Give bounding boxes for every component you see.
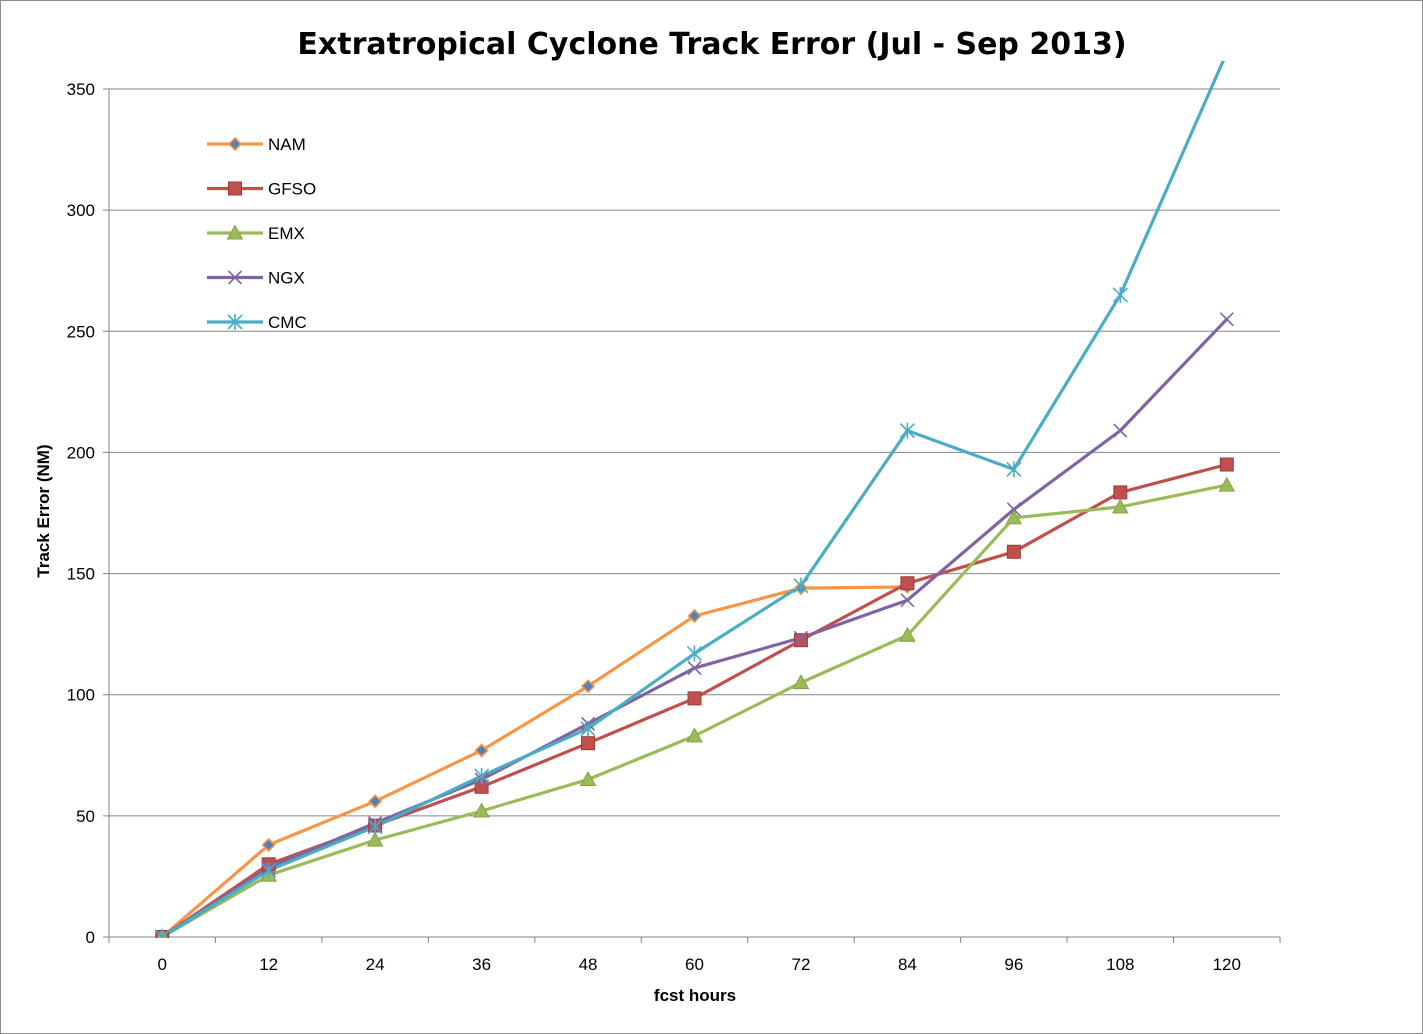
legend-marker	[228, 181, 242, 196]
y-tick-label: 200	[67, 443, 95, 462]
series-markers-gfso	[155, 457, 1234, 938]
point-ngx	[1113, 423, 1128, 438]
point-gfso	[900, 576, 915, 591]
y-tick-label: 0	[86, 928, 95, 947]
legend-item-gfso: GFSO	[207, 180, 316, 199]
point-gfso	[1113, 485, 1128, 500]
axes	[103, 88, 1281, 943]
x-tick-label: 36	[472, 955, 491, 974]
point-cmc	[1220, 45, 1234, 61]
series-markers	[154, 45, 1236, 938]
point-nam	[474, 743, 489, 758]
legend-label: NGX	[268, 269, 305, 288]
legend-marker	[227, 314, 243, 330]
legend-marker	[227, 136, 243, 152]
x-tick-label: 108	[1106, 955, 1134, 974]
point-ngx	[1219, 312, 1234, 327]
series-line-ngx	[160, 317, 1229, 938]
legend-item-emx: EMX	[207, 224, 305, 243]
point-gfso	[1006, 544, 1021, 559]
series-line-nam	[160, 585, 910, 938]
x-tick-labels: 0 12 24 36 48 60 72 84 96 108 120	[157, 955, 1240, 974]
legend-item-cmc: CMC	[207, 313, 307, 332]
point-emx	[1111, 498, 1129, 514]
legend-label: GFSO	[268, 180, 316, 199]
series-markers-emx	[156, 476, 1236, 938]
y-tick-labels: 0 50 100 150 200 250 300 350	[67, 80, 95, 947]
point-nam	[687, 608, 702, 624]
legend-label: EMX	[268, 224, 305, 243]
point-ngx	[900, 593, 915, 608]
series-line-emx	[160, 483, 1229, 938]
legend-item-ngx: NGX	[207, 269, 305, 288]
point-ngx	[793, 630, 809, 645]
point-gfso	[581, 736, 596, 751]
y-tick-label: 150	[67, 565, 95, 584]
point-cmc	[474, 767, 490, 784]
point-emx	[366, 831, 384, 847]
point-emx	[686, 727, 703, 743]
x-tick-label: 96	[1004, 955, 1023, 974]
x-tick-label: 12	[259, 955, 278, 974]
series-line-cmc	[160, 61, 1225, 938]
legend: NAM GFSO EMX NGX CMC	[207, 135, 316, 332]
point-nam	[580, 679, 596, 694]
point-cmc	[580, 720, 596, 737]
series-markers-cmc	[154, 45, 1234, 938]
point-nam	[261, 837, 276, 853]
grid-lines	[109, 88, 1280, 817]
point-emx	[1218, 476, 1236, 492]
y-tick-label: 350	[67, 80, 95, 99]
point-emx	[899, 626, 916, 642]
point-nam	[368, 794, 383, 809]
point-gfso	[1219, 457, 1234, 472]
point-cmc	[1006, 461, 1022, 478]
x-tick-label: 120	[1213, 955, 1241, 974]
point-emx	[579, 770, 597, 787]
point-cmc	[1112, 286, 1128, 303]
x-tick-label: 84	[898, 955, 917, 974]
legend-label: NAM	[268, 135, 306, 154]
point-emx	[792, 674, 810, 690]
point-gfso	[687, 691, 702, 706]
legend-marker	[227, 270, 243, 285]
chart-title: Extratropical Cyclone Track Error (Jul -…	[297, 27, 1126, 62]
x-tick-label: 24	[366, 955, 385, 974]
point-cmc	[367, 818, 383, 835]
x-tick-label: 48	[579, 955, 598, 974]
point-cmc	[686, 645, 703, 662]
point-cmc	[154, 929, 170, 938]
point-emx	[1005, 509, 1023, 525]
y-tick-label: 250	[67, 322, 95, 341]
y-tick-label: 50	[76, 807, 95, 826]
x-tick-label: 0	[157, 955, 166, 974]
point-gfso	[793, 633, 808, 648]
point-ngx	[1006, 502, 1021, 517]
legend-label: CMC	[268, 313, 307, 332]
y-tick-label: 300	[67, 201, 95, 220]
point-cmc	[793, 577, 809, 594]
series-lines	[160, 61, 1229, 938]
y-axis-title: Track Error (NM)	[34, 444, 53, 577]
x-tick-label: 72	[791, 955, 810, 974]
point-emx	[473, 802, 490, 818]
legend-item-nam: NAM	[207, 135, 306, 154]
point-cmc	[261, 862, 277, 879]
point-cmc	[899, 422, 915, 439]
x-tick-label: 60	[685, 955, 704, 974]
x-axis-title: fcst hours	[654, 986, 736, 1005]
legend-marker	[226, 224, 244, 240]
point-ngx	[687, 660, 702, 676]
y-tick-label: 100	[67, 686, 95, 705]
